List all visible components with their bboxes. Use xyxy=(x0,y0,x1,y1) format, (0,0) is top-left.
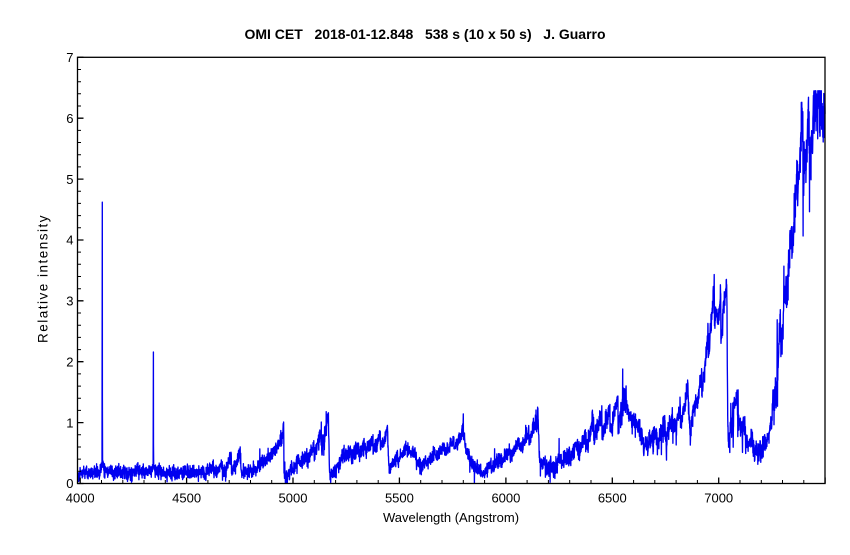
svg-text:5: 5 xyxy=(66,172,73,187)
svg-text:2: 2 xyxy=(66,354,73,369)
svg-text:Wavelength (Angstrom): Wavelength (Angstrom) xyxy=(383,510,519,525)
svg-text:4: 4 xyxy=(66,233,73,248)
svg-text:OMI CET 2018-01-12.848 538: OMI CET 2018-01-12.848 538 s (10 x 50 s)… xyxy=(244,26,605,42)
svg-text:6: 6 xyxy=(66,111,73,126)
svg-text:7000: 7000 xyxy=(704,491,733,506)
svg-text:3: 3 xyxy=(66,294,73,309)
svg-text:5000: 5000 xyxy=(279,491,308,506)
svg-text:4000: 4000 xyxy=(66,491,95,506)
svg-text:4500: 4500 xyxy=(172,491,201,506)
svg-text:6500: 6500 xyxy=(598,491,627,506)
svg-text:Relative intensity: Relative intensity xyxy=(36,214,51,343)
svg-text:7: 7 xyxy=(66,50,73,65)
svg-text:6000: 6000 xyxy=(491,491,520,506)
svg-text:1: 1 xyxy=(66,415,73,430)
svg-text:0: 0 xyxy=(66,476,73,491)
svg-text:5500: 5500 xyxy=(385,491,414,506)
